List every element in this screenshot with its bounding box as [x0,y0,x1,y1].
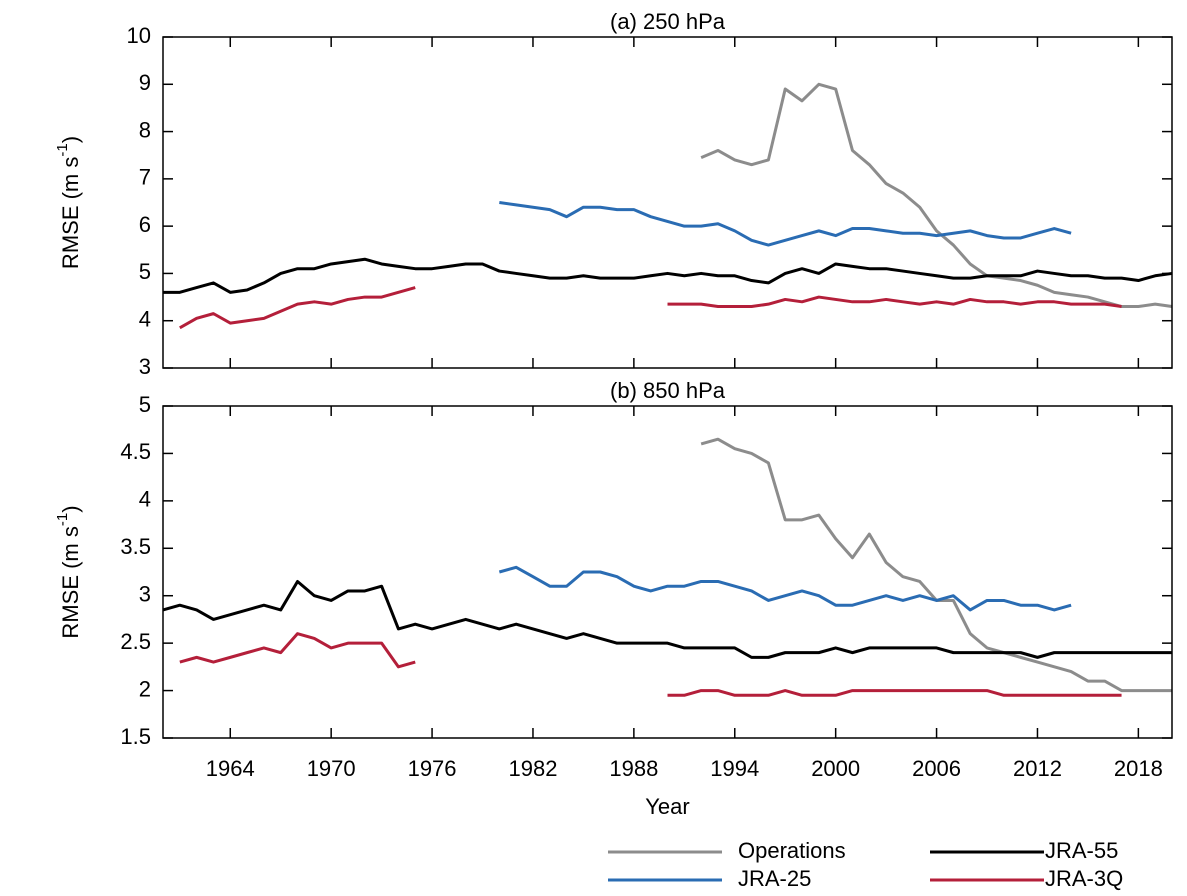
series-line: JRA-3Q [179,632,1122,697]
legend-label: JRA-3Q [1045,866,1123,891]
y-tick-label: 7 [139,165,151,190]
y-tick-label: 5 [139,259,151,284]
y-tick-label: 2.5 [120,629,151,654]
y-tick-label: 4 [139,307,151,332]
legend-label: JRA-25 [738,866,811,891]
x-tick-label: 2006 [912,756,961,781]
y-tick-label: 3.5 [120,534,151,559]
plot-frame [162,36,1173,369]
x-tick-label: 2012 [1013,756,1062,781]
y-axis-label: RMSE (m s-1) [54,505,83,638]
y-tick-label: 8 [139,117,151,142]
legend-label: JRA-55 [1045,838,1118,863]
panel-title: (a) 250 hPa [610,9,726,34]
legend-label: Operations [738,838,846,863]
y-axis-label-part: -1 [54,513,71,526]
series-line: JRA-55 [162,579,1172,659]
series-line: JRA-25 [498,565,1072,612]
x-tick-label: 1976 [408,756,457,781]
y-axis-label-part: RMSE (m s [58,157,83,269]
x-tick-label: 1988 [609,756,658,781]
series-line: Operations [700,82,1173,309]
series-line: JRA-25 [499,201,1072,247]
series-line: JRA-3Q [179,286,1122,330]
x-axis-label: Year [645,794,689,819]
plot-frame [162,405,1173,739]
y-axis-label-part: ) [58,505,83,512]
y-tick-label: 4.5 [120,439,151,464]
y-tick-label: 9 [139,70,151,95]
y-tick-label: 3 [139,354,151,379]
y-tick-label: 10 [127,23,151,48]
y-tick-label: 3 [139,582,151,607]
y-tick-label: 1.5 [120,724,151,749]
y-tick-label: 5 [139,392,151,417]
panel-title: (b) 850 hPa [610,378,726,403]
y-tick-label: 4 [139,487,151,512]
x-tick-label: 2000 [811,756,860,781]
x-tick-label: 1982 [508,756,557,781]
y-axis-label-part: RMSE (m s [58,526,83,638]
y-tick-label: 2 [139,676,151,701]
y-tick-label: 6 [139,212,151,237]
y-axis-label-part: -1 [54,143,71,156]
x-tick-label: 1964 [206,756,255,781]
series-line: JRA-55 [163,257,1173,294]
y-axis-label: RMSE (m s-1) [54,136,83,269]
x-tick-label: 1994 [710,756,759,781]
x-tick-label: 1970 [307,756,356,781]
y-axis-label-part: ) [58,136,83,143]
x-tick-label: 2018 [1114,756,1163,781]
